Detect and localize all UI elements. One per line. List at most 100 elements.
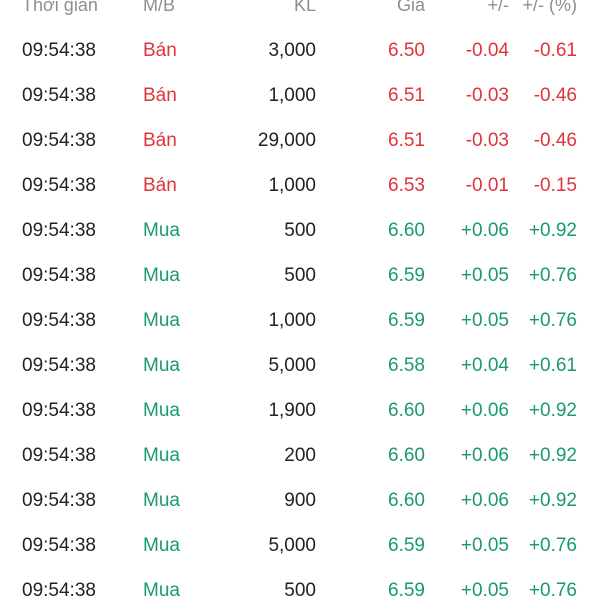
trade-price: 6.58 — [388, 355, 425, 376]
trade-change-percent: +0.92 — [528, 445, 577, 466]
trade-price: 6.60 — [388, 220, 425, 241]
table-row[interactable]: 09:54:38 Mua 1,900 6.60 +0.06 +0.92 — [0, 388, 600, 433]
trade-change-percent: -0.61 — [533, 40, 577, 61]
trade-volume: 500 — [284, 580, 316, 601]
table-row[interactable]: 09:54:38 Mua 1,000 6.59 +0.05 +0.76 — [0, 298, 600, 343]
table-row[interactable]: 09:54:38 Mua 500 6.59 +0.05 +0.76 — [0, 253, 600, 298]
trade-change-percent: +0.61 — [528, 355, 577, 376]
trade-change: -0.03 — [465, 130, 509, 151]
trade-side: Mua — [143, 265, 180, 286]
trade-change-percent: +0.92 — [528, 220, 577, 241]
trade-volume: 5,000 — [268, 355, 316, 376]
trade-change: -0.01 — [465, 175, 509, 196]
table-row[interactable]: 09:54:38 Bán 1,000 6.53 -0.01 -0.15 — [0, 163, 600, 208]
trade-price: 6.60 — [388, 445, 425, 466]
trade-change: +0.06 — [460, 490, 509, 511]
trade-time: 09:54:38 — [22, 400, 96, 421]
trade-side: Bán — [143, 40, 177, 61]
trade-side: Mua — [143, 535, 180, 556]
trade-volume: 200 — [284, 445, 316, 466]
table-row[interactable]: 09:54:38 Mua 200 6.60 +0.06 +0.92 — [0, 433, 600, 478]
trade-change: +0.04 — [460, 355, 509, 376]
trade-side: Mua — [143, 400, 180, 421]
trade-change: +0.06 — [460, 220, 509, 241]
trade-time: 09:54:38 — [22, 445, 96, 466]
trade-side: Mua — [143, 310, 180, 331]
trade-change: -0.03 — [465, 85, 509, 106]
trade-time: 09:54:38 — [22, 265, 96, 286]
trade-change: +0.05 — [460, 580, 509, 601]
trade-price: 6.51 — [388, 130, 425, 151]
trade-volume: 500 — [284, 265, 316, 286]
table-row[interactable]: 09:54:38 Bán 1,000 6.51 -0.03 -0.46 — [0, 73, 600, 118]
trade-side: Mua — [143, 445, 180, 466]
trade-change-percent: +0.76 — [528, 580, 577, 601]
trade-volume: 900 — [284, 490, 316, 511]
trade-price: 6.60 — [388, 490, 425, 511]
trade-volume: 5,000 — [268, 535, 316, 556]
table-row[interactable]: 09:54:38 Mua 5,000 6.58 +0.04 +0.61 — [0, 343, 600, 388]
trade-change: +0.05 — [460, 535, 509, 556]
trade-change: -0.04 — [465, 40, 509, 61]
trade-time: 09:54:38 — [22, 535, 96, 556]
trade-price: 6.59 — [388, 310, 425, 331]
table-body: 09:54:38 Bán 3,000 6.50 -0.04 -0.61 09:54:38 Bá… — [0, 28, 600, 613]
table-row[interactable]: 09:54:38 Mua 500 6.60 +0.06 +0.92 — [0, 208, 600, 253]
table-row[interactable]: 09:54:38 Bán 3,000 6.50 -0.04 -0.61 — [0, 28, 600, 73]
trade-time: 09:54:38 — [22, 580, 96, 601]
trade-side: Mua — [143, 355, 180, 376]
trade-price: 6.59 — [388, 265, 425, 286]
table-row[interactable]: 09:54:38 Mua 900 6.60 +0.06 +0.92 — [0, 478, 600, 523]
trade-price: 6.60 — [388, 400, 425, 421]
trade-price: 6.51 — [388, 85, 425, 106]
header-price: Giá — [396, 0, 425, 15]
table-row[interactable]: 09:54:38 Mua 5,000 6.59 +0.05 +0.76 — [0, 523, 600, 568]
trade-change-percent: +0.76 — [528, 265, 577, 286]
trade-change-percent: +0.76 — [528, 535, 577, 556]
trade-time: 09:54:38 — [22, 490, 96, 511]
trade-time: 09:54:38 — [22, 220, 96, 241]
trade-side: Bán — [143, 130, 177, 151]
trade-change-percent: +0.92 — [528, 400, 577, 421]
trade-time: 09:54:38 — [22, 40, 96, 61]
trade-side: Bán — [143, 85, 177, 106]
trade-volume: 1,000 — [268, 85, 316, 106]
trade-side: Mua — [143, 220, 180, 241]
trade-price: 6.59 — [388, 535, 425, 556]
trade-time: 09:54:38 — [22, 85, 96, 106]
header-change: +/- — [487, 0, 509, 15]
trade-time: 09:54:38 — [22, 310, 96, 331]
trade-volume: 1,900 — [268, 400, 316, 421]
trade-change: +0.06 — [460, 445, 509, 466]
trade-change-percent: -0.15 — [533, 175, 577, 196]
table-row[interactable]: 09:54:38 Bán 29,000 6.51 -0.03 -0.46 — [0, 118, 600, 163]
header-volume: KL — [293, 0, 316, 15]
header-time: Thời gian — [22, 0, 98, 15]
table-header: Thời gian M/B KL Giá +/- +/- (%) — [0, 0, 600, 28]
trade-change: +0.06 — [460, 400, 509, 421]
trade-time: 09:54:38 — [22, 130, 96, 151]
trade-volume: 1,000 — [268, 310, 316, 331]
trade-volume: 29,000 — [257, 130, 316, 151]
trade-change-percent: +0.76 — [528, 310, 577, 331]
trade-volume: 500 — [284, 220, 316, 241]
trade-time: 09:54:38 — [22, 175, 96, 196]
trade-price: 6.50 — [388, 40, 425, 61]
trade-time: 09:54:38 — [22, 355, 96, 376]
trade-side: Mua — [143, 580, 180, 601]
trade-price: 6.53 — [388, 175, 425, 196]
table-row[interactable]: 09:54:38 Mua 500 6.59 +0.05 +0.76 — [0, 568, 600, 613]
trade-change: +0.05 — [460, 265, 509, 286]
trade-change-percent: -0.46 — [533, 130, 577, 151]
header-percent: +/- (%) — [522, 0, 577, 15]
trade-change-percent: +0.92 — [528, 490, 577, 511]
trade-price: 6.59 — [388, 580, 425, 601]
trade-volume: 3,000 — [268, 40, 316, 61]
trade-volume: 1,000 — [268, 175, 316, 196]
trade-change: +0.05 — [460, 310, 509, 331]
trade-change-percent: -0.46 — [533, 85, 577, 106]
trade-side: Bán — [143, 175, 177, 196]
trade-side: Mua — [143, 490, 180, 511]
header-side: M/B — [143, 0, 176, 15]
